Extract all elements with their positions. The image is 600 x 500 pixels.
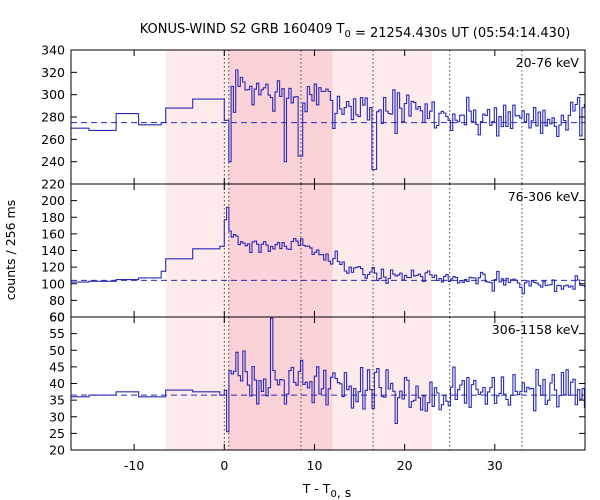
panel-energy-label: 76-306 keV	[508, 189, 580, 204]
y-tick-label: 340	[41, 43, 65, 58]
data-series-line	[71, 317, 585, 433]
panel-1: 220 240 260 280 300 320 340 20-76 keV	[41, 43, 586, 192]
y-tick-label: 55	[49, 326, 65, 341]
shaded-interval-dark	[228, 50, 333, 450]
y-axis-label: counts / 256 ms	[3, 200, 18, 300]
x-tick-label: 20	[397, 458, 413, 473]
y-tick-label: 25	[49, 426, 65, 441]
y-tick-label: 40	[49, 376, 65, 391]
chart-title: KONUS-WIND S2 GRB 160409 T0 = 21254.430s…	[140, 22, 571, 41]
panel-energy-label: 20-76 keV	[516, 55, 580, 70]
x-axis: -10 0 10 20 30	[124, 458, 503, 473]
x-tick-label: 0	[220, 458, 228, 473]
y-tick-label: 140	[41, 243, 65, 258]
y-tick-label: 320	[41, 65, 65, 80]
y-tick-label: 300	[41, 87, 65, 102]
data-series-line	[71, 206, 585, 295]
y-tick-label: 280	[41, 110, 65, 125]
y-tick-label: 240	[41, 154, 65, 169]
y-tick-label: 50	[49, 343, 65, 358]
y-tick-label: 180	[41, 210, 65, 225]
y-tick-label: 120	[41, 260, 65, 275]
panels-layer: 220 240 260 280 300 320 340 20-76 keV 60 80 100120…	[41, 43, 586, 458]
y-tick-label: 30	[49, 409, 65, 424]
y-tick-label: 80	[49, 293, 65, 308]
x-axis-label: T - T0, s	[302, 481, 352, 500]
x-tick-label: 10	[307, 458, 323, 473]
x-tick-label: -10	[124, 458, 144, 473]
y-tick-label: 200	[41, 193, 65, 208]
y-tick-label: 100	[41, 276, 65, 291]
y-tick-label: 160	[41, 226, 65, 241]
y-tick-label: 45	[49, 359, 65, 374]
data-series-line	[71, 69, 585, 171]
panel-energy-label: 306-1158 keV	[492, 322, 580, 337]
y-tick-label: 260	[41, 132, 65, 147]
y-tick-label: 20	[49, 443, 65, 458]
y-tick-label: 60	[49, 310, 65, 325]
y-tick-label: 60	[49, 310, 65, 325]
y-tick-label: 220	[41, 177, 65, 192]
y-tick-label: 35	[49, 393, 65, 408]
x-tick-label: 30	[487, 458, 503, 473]
